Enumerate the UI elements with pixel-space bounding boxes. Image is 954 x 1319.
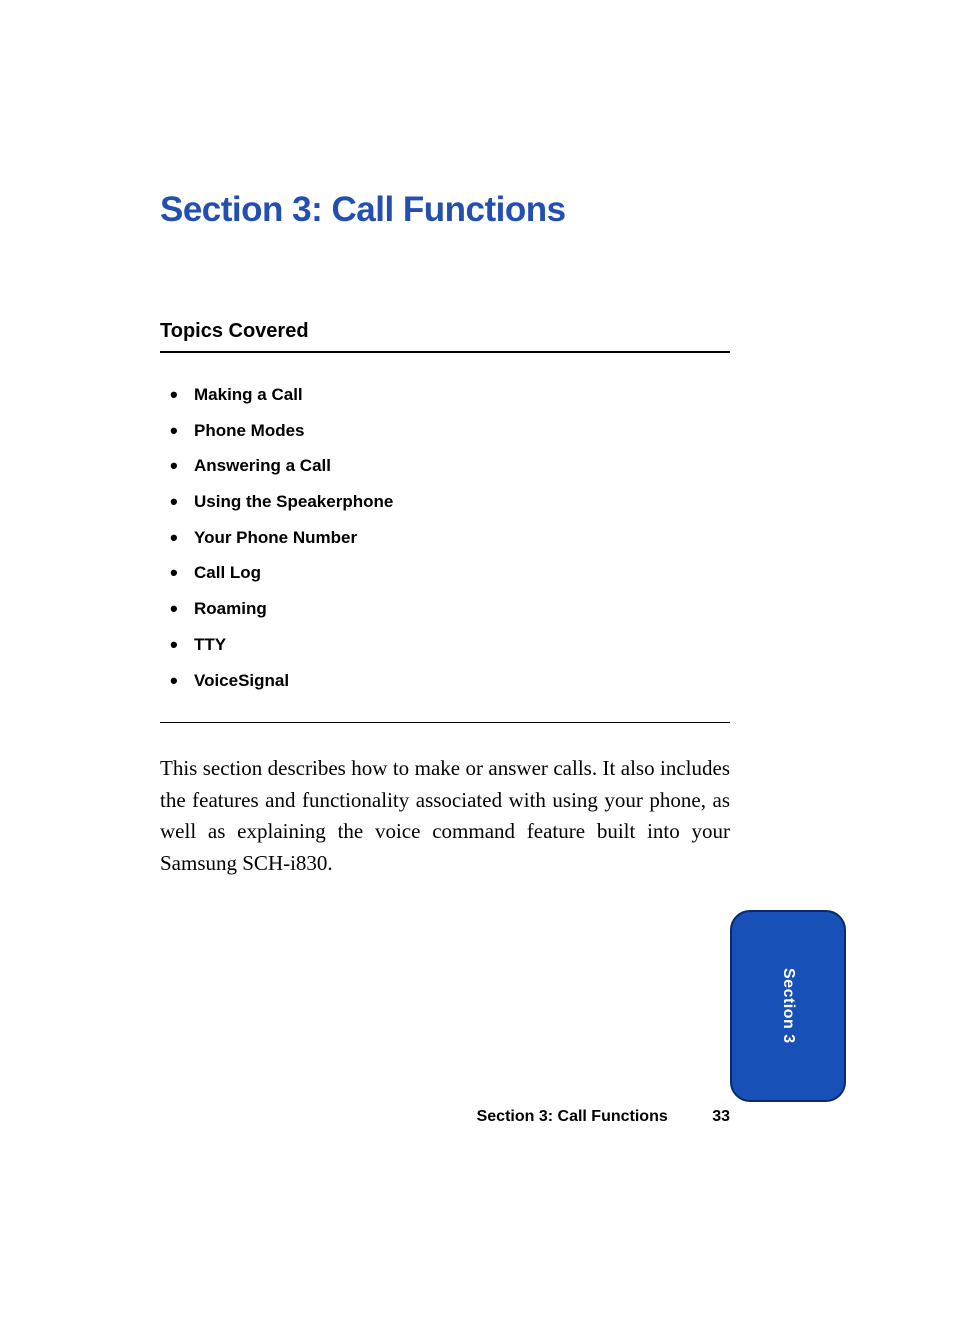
list-item: Call Log xyxy=(170,555,730,591)
section-tab-label: Section 3 xyxy=(779,968,797,1044)
topics-top-rule xyxy=(160,351,730,353)
topics-bottom-rule xyxy=(160,722,730,723)
section-title: Section 3: Call Functions xyxy=(160,190,730,230)
page-footer: Section 3: Call Functions 33 xyxy=(160,1108,730,1126)
page-content: Section 3: Call Functions Topics Covered… xyxy=(160,190,730,879)
section-tab: Section 3 xyxy=(730,910,846,1102)
topics-covered-heading: Topics Covered xyxy=(160,320,730,351)
list-item: Phone Modes xyxy=(170,413,730,449)
body-paragraph: This section describes how to make or an… xyxy=(160,753,730,879)
list-item: Answering a Call xyxy=(170,448,730,484)
footer-page-number: 33 xyxy=(712,1108,730,1126)
list-item: Your Phone Number xyxy=(170,520,730,556)
list-item: Making a Call xyxy=(170,377,730,413)
list-item: Using the Speakerphone xyxy=(170,484,730,520)
list-item: TTY xyxy=(170,627,730,663)
list-item: VoiceSignal xyxy=(170,663,730,699)
footer-section-label: Section 3: Call Functions xyxy=(477,1108,668,1126)
list-item: Roaming xyxy=(170,591,730,627)
topics-list: Making a Call Phone Modes Answering a Ca… xyxy=(160,377,730,698)
